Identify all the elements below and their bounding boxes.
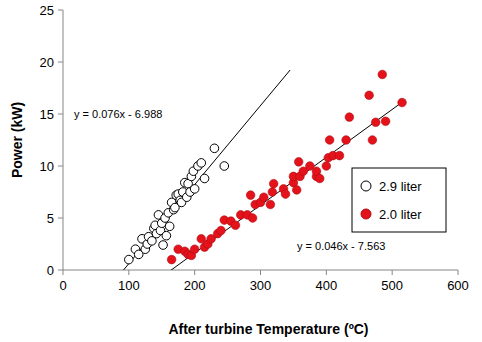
y-tick-label: 5 <box>47 211 54 226</box>
point <box>231 221 240 230</box>
point <box>368 136 377 145</box>
legend: 2.9 liter 2.0 liter <box>352 168 446 232</box>
point <box>281 190 290 199</box>
y-tick-label: 25 <box>40 3 54 18</box>
point <box>381 117 390 126</box>
trendline <box>171 100 405 270</box>
point <box>190 185 199 194</box>
point <box>266 200 275 209</box>
point <box>398 98 407 107</box>
point <box>292 186 301 195</box>
x-tick <box>194 270 195 275</box>
y-tick <box>58 62 63 63</box>
point <box>125 255 134 264</box>
y-tick <box>58 270 63 271</box>
x-tick-label: 0 <box>59 278 66 293</box>
legend-marker <box>361 209 371 219</box>
point <box>322 162 331 171</box>
y-tick <box>58 114 63 115</box>
x-tick-label: 100 <box>118 278 140 293</box>
y-tick-label: 10 <box>40 159 54 174</box>
point <box>165 222 174 231</box>
background <box>0 0 482 342</box>
point <box>167 255 176 264</box>
point <box>246 191 255 200</box>
point <box>220 162 229 171</box>
point <box>294 158 303 167</box>
y-axis-title: Power (kW) <box>9 102 25 178</box>
x-tick <box>326 270 327 275</box>
x-tick <box>63 270 64 275</box>
x-tick <box>260 270 261 275</box>
point <box>162 231 171 240</box>
legend-label: 2.9 liter <box>379 179 422 194</box>
x-tick <box>392 270 393 275</box>
legend-box <box>352 168 446 232</box>
point <box>335 151 344 160</box>
point <box>269 179 278 188</box>
point <box>200 174 209 183</box>
y-tick <box>58 10 63 11</box>
x-tick <box>128 270 129 275</box>
x-tick-label: 500 <box>381 278 403 293</box>
y-tick <box>58 166 63 167</box>
chart: 0 5 10 15 20 25 0 100 200 300 400 500 600 After turbi… <box>0 0 482 342</box>
x-tick <box>458 270 459 275</box>
point <box>365 91 374 100</box>
point <box>197 159 206 168</box>
x-tick-label: 400 <box>315 278 337 293</box>
trendline <box>124 70 291 270</box>
trendline-label: y = 0.076x - 6.988 <box>74 108 162 120</box>
trendline-label: y = 0.046x - 7.563 <box>297 240 385 252</box>
point <box>248 214 257 223</box>
x-tick-label: 600 <box>447 278 469 293</box>
y-tick-label: 20 <box>40 55 54 70</box>
legend-marker <box>361 181 371 191</box>
point <box>190 245 199 254</box>
point <box>259 193 268 202</box>
x-tick-label: 200 <box>184 278 206 293</box>
x-axis-title: After turbine Temperature (ºC) <box>168 321 368 337</box>
point <box>325 136 334 145</box>
point <box>315 174 324 183</box>
point <box>378 70 387 79</box>
y-tick <box>58 218 63 219</box>
legend-label: 2.0 liter <box>379 207 422 222</box>
y-tick-label: 0 <box>47 263 54 278</box>
point <box>342 136 351 145</box>
y-tick-label: 15 <box>40 107 54 122</box>
x-tick-label: 300 <box>250 278 272 293</box>
point <box>210 144 219 153</box>
point <box>268 188 277 197</box>
y-axis <box>63 10 64 270</box>
point <box>159 241 168 250</box>
point <box>345 113 354 122</box>
point <box>371 118 380 127</box>
point <box>217 226 226 235</box>
